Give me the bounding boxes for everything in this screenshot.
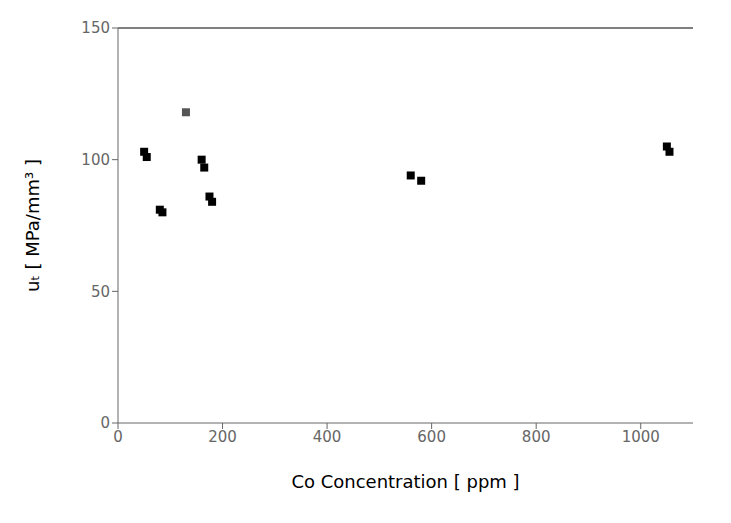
svg-text:1000: 1000 xyxy=(622,428,660,446)
svg-text:0: 0 xyxy=(113,428,123,446)
svg-text:600: 600 xyxy=(417,428,446,446)
svg-text:200: 200 xyxy=(208,428,237,446)
svg-text:800: 800 xyxy=(522,428,551,446)
svg-text:100: 100 xyxy=(81,151,110,169)
svg-text:Co Concentration [ ppm ]: Co Concentration [ ppm ] xyxy=(291,471,519,492)
svg-text:50: 50 xyxy=(91,283,110,301)
svg-text:150: 150 xyxy=(81,19,110,37)
svg-text:400: 400 xyxy=(313,428,342,446)
svg-text:0: 0 xyxy=(100,414,110,432)
svg-text:uₜ [ MPa/mm³ ]: uₜ [ MPa/mm³ ] xyxy=(22,159,43,292)
